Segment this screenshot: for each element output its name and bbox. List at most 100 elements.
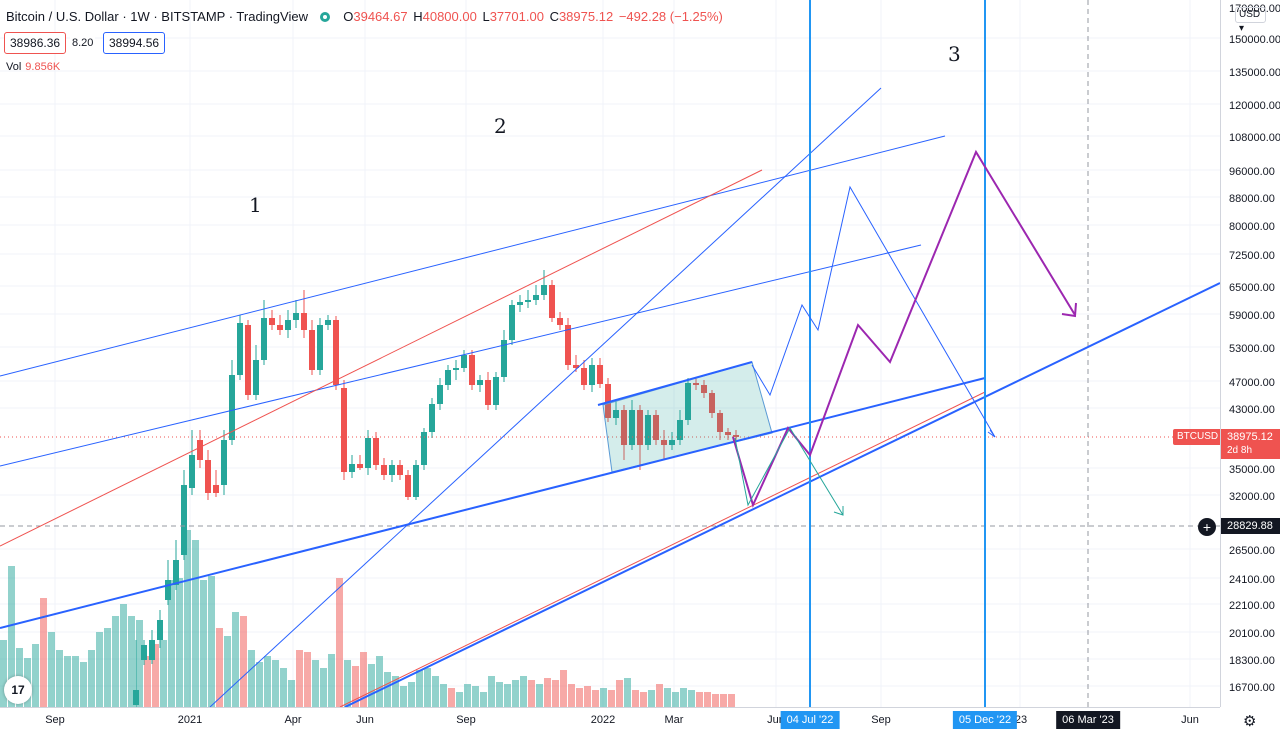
- countdown-label: 2d 8h: [1221, 443, 1280, 459]
- candle-body: [589, 365, 595, 385]
- candle-body: [245, 325, 251, 395]
- volume-bar: [576, 688, 583, 707]
- price-axis-label: 24100.00: [1229, 574, 1275, 586]
- volume-bar: [600, 688, 607, 707]
- volume-bar: [128, 616, 135, 707]
- candle-body: [477, 380, 483, 385]
- candle-body: [517, 302, 523, 305]
- volume-bar: [616, 680, 623, 707]
- time-axis[interactable]: Sep 2021 Apr Jun Sep 2022 Mar Jun Sep '23 Jun 04 Ju…: [0, 707, 1220, 732]
- volume-bar: [624, 678, 631, 707]
- crosshair-price-label: 28829.88: [1221, 518, 1280, 534]
- volume-bar: [696, 692, 703, 707]
- buy-price-button[interactable]: 38994.56: [103, 32, 166, 54]
- price-axis-label: 135000.00: [1229, 67, 1280, 79]
- volume-bar: [264, 656, 271, 707]
- candle-body: [613, 410, 619, 418]
- volume-bar: [176, 578, 183, 707]
- price-axis-label: 96000.00: [1229, 166, 1275, 178]
- volume-bar: [152, 644, 159, 707]
- candle-body: [541, 285, 547, 295]
- ohlc-close: C38975.12: [549, 9, 614, 24]
- arrow-head: [1061, 302, 1077, 318]
- volume-bar: [40, 598, 47, 707]
- candle-body: [133, 690, 139, 705]
- chart-canvas[interactable]: [0, 0, 1220, 707]
- candle-body: [213, 485, 219, 493]
- volume-bar: [400, 686, 407, 707]
- volume-bar: [248, 650, 255, 707]
- volume-bar: [632, 690, 639, 707]
- projection-path: [734, 426, 844, 516]
- candle-body: [661, 440, 667, 445]
- price-axis-label: 65000.00: [1229, 282, 1275, 294]
- volume-bar: [256, 662, 263, 707]
- volume-bar: [392, 676, 399, 707]
- volume-bar: [360, 652, 367, 707]
- volume-bar: [536, 684, 543, 707]
- candle-body: [445, 370, 451, 385]
- symbol-tag: BTCUSD: [1173, 429, 1223, 445]
- currency-selector[interactable]: USD ▾: [1235, 7, 1266, 34]
- volume-bar: [328, 654, 335, 707]
- candle-body: [349, 464, 355, 472]
- wave-label-2[interactable]: 2: [494, 114, 507, 138]
- candle-body: [229, 375, 235, 440]
- trend-line: [339, 391, 986, 707]
- candle-body: [221, 440, 227, 485]
- candle-body: [333, 320, 339, 385]
- price-axis[interactable]: 170000.00 150000.00 135000.00 120000.00 1080…: [1220, 0, 1280, 707]
- volume-bar: [312, 660, 319, 707]
- symbol-header[interactable]: Bitcoin / U.S. Dollar · 1W · BITSTAMP · …: [6, 9, 723, 24]
- candle-body: [693, 383, 699, 385]
- volume-bar: [344, 660, 351, 707]
- volume-bar: [464, 684, 471, 707]
- time-axis-label: Apr: [284, 714, 302, 726]
- ohlc-open: O39464.67: [343, 9, 408, 24]
- volume-bar: [712, 694, 719, 707]
- price-axis-label: 18300.00: [1229, 655, 1275, 667]
- volume-bar: [568, 684, 575, 707]
- candle-body: [165, 580, 171, 600]
- volume-bar: [48, 632, 55, 707]
- candle-body: [285, 320, 291, 330]
- volume-bar: [80, 662, 87, 707]
- volume-bar: [288, 680, 295, 707]
- volume-bar: [88, 650, 95, 707]
- candle-body: [301, 313, 307, 330]
- candle-body: [261, 318, 267, 360]
- volume-bar: [656, 684, 663, 707]
- crosshair-add-icon[interactable]: +: [1198, 518, 1216, 536]
- price-axis-label: 22100.00: [1229, 600, 1275, 612]
- sell-price-button[interactable]: 38986.36: [4, 32, 67, 54]
- price-axis-label: 150000.00: [1229, 34, 1280, 46]
- volume-bar: [416, 670, 423, 707]
- candle-body: [653, 415, 659, 440]
- volume-bar: [96, 632, 103, 707]
- price-axis-label: 170000.00: [1229, 3, 1280, 15]
- time-badge: 06 Mar '23: [1056, 711, 1120, 729]
- volume-bar: [680, 688, 687, 707]
- arrow-head: [987, 429, 996, 438]
- volume-legend[interactable]: Vol 9.856K: [6, 61, 61, 73]
- gear-icon[interactable]: ⚙: [1243, 713, 1257, 730]
- chart-area[interactable]: [0, 0, 1220, 707]
- volume-bar: [104, 628, 111, 707]
- eye-icon[interactable]: [319, 11, 330, 22]
- symbol-title[interactable]: Bitcoin / U.S. Dollar · 1W · BITSTAMP · …: [6, 9, 308, 24]
- volume-bar: [472, 686, 479, 707]
- volume-bar: [336, 578, 343, 707]
- time-badge: 04 Jul '22: [780, 711, 840, 729]
- volume-bar: [504, 684, 511, 707]
- candle-body: [413, 465, 419, 497]
- candle-body: [669, 440, 675, 445]
- price-axis-label: 80000.00: [1229, 221, 1275, 233]
- tradingview-logo[interactable]: 17: [4, 676, 32, 704]
- volume-bar: [720, 694, 727, 707]
- volume-bar: [520, 676, 527, 707]
- volume-bar: [0, 640, 7, 707]
- wave-label-3[interactable]: 3: [948, 42, 961, 66]
- candle-body: [533, 295, 539, 300]
- volume-bar: [440, 684, 447, 707]
- wave-label-1[interactable]: 1: [249, 193, 262, 217]
